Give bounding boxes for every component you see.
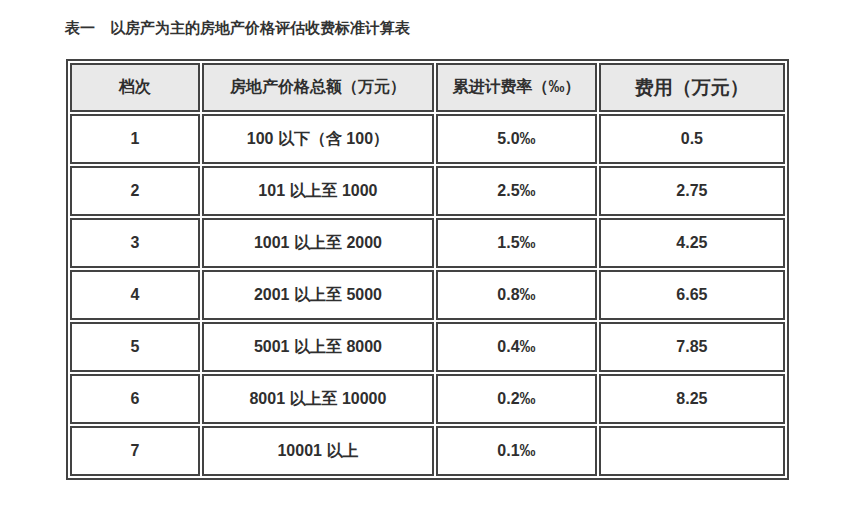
table-row: 5 5001 以上至 8000 0.4‰ 7.85 xyxy=(70,322,785,372)
table-row: 4 2001 以上至 5000 0.8‰ 6.65 xyxy=(70,270,785,320)
cell-rate: 0.4‰ xyxy=(436,322,597,372)
col-header-rate: 累进计费率（‰） xyxy=(436,63,597,112)
table-row: 7 10001 以上 0.1‰ xyxy=(70,426,785,476)
cell-price-range: 2001 以上至 5000 xyxy=(202,270,435,320)
page: 表一 以房产为主的房地产价格评估收费标准计算表 档次 房地产价格总额（万元） 累… xyxy=(0,0,842,509)
cell-grade: 1 xyxy=(70,114,200,164)
cell-price-range: 101 以上至 1000 xyxy=(202,166,435,216)
cell-fee: 6.65 xyxy=(599,270,785,320)
cell-rate: 2.5‰ xyxy=(436,166,597,216)
cell-rate: 1.5‰ xyxy=(436,218,597,268)
cell-grade: 6 xyxy=(70,374,200,424)
cell-rate: 0.2‰ xyxy=(436,374,597,424)
cell-price-range: 5001 以上至 8000 xyxy=(202,322,435,372)
table-caption: 表一 以房产为主的房地产价格评估收费标准计算表 xyxy=(65,19,410,38)
cell-price-range: 1001 以上至 2000 xyxy=(202,218,435,268)
cell-rate: 0.8‰ xyxy=(436,270,597,320)
cell-grade: 5 xyxy=(70,322,200,372)
cell-rate: 5.0‰ xyxy=(436,114,597,164)
fee-table: 档次 房地产价格总额（万元） 累进计费率（‰） 费用（万元） 1 100 以下（… xyxy=(66,59,789,480)
cell-grade: 7 xyxy=(70,426,200,476)
cell-rate: 0.1‰ xyxy=(436,426,597,476)
cell-grade: 4 xyxy=(70,270,200,320)
cell-fee: 2.75 xyxy=(599,166,785,216)
cell-grade: 3 xyxy=(70,218,200,268)
col-header-fee: 费用（万元） xyxy=(599,63,785,112)
header-row: 档次 房地产价格总额（万元） 累进计费率（‰） 费用（万元） xyxy=(70,63,785,112)
cell-fee: 8.25 xyxy=(599,374,785,424)
cell-price-range: 10001 以上 xyxy=(202,426,435,476)
cell-price-range: 100 以下（含 100） xyxy=(202,114,435,164)
cell-fee: 0.5 xyxy=(599,114,785,164)
cell-grade: 2 xyxy=(70,166,200,216)
col-header-grade: 档次 xyxy=(70,63,200,112)
col-header-price-total: 房地产价格总额（万元） xyxy=(202,63,435,112)
table-row: 3 1001 以上至 2000 1.5‰ 4.25 xyxy=(70,218,785,268)
cell-fee xyxy=(599,426,785,476)
table-row: 6 8001 以上至 10000 0.2‰ 8.25 xyxy=(70,374,785,424)
cell-price-range: 8001 以上至 10000 xyxy=(202,374,435,424)
table-row: 2 101 以上至 1000 2.5‰ 2.75 xyxy=(70,166,785,216)
cell-fee: 7.85 xyxy=(599,322,785,372)
table-row: 1 100 以下（含 100） 5.0‰ 0.5 xyxy=(70,114,785,164)
cell-fee: 4.25 xyxy=(599,218,785,268)
